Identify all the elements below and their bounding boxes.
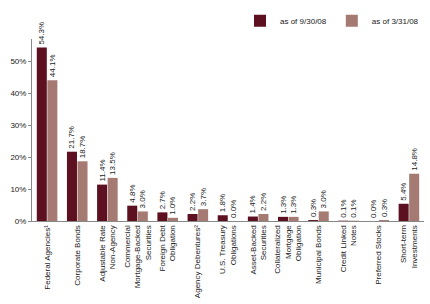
svg-text:Municipal Bonds: Municipal Bonds [314, 225, 323, 284]
svg-text:CollateralizedMortgageObligati: CollateralizedMortgageObligation [274, 225, 304, 274]
svg-text:30%: 30% [10, 121, 26, 130]
svg-text:54.3%: 54.3% [37, 22, 46, 45]
svg-text:Short-termInvestments: Short-termInvestments [399, 225, 418, 268]
svg-text:1.3%: 1.3% [279, 196, 288, 214]
svg-text:4.8%: 4.8% [128, 184, 137, 202]
svg-text:as of 9/30/08: as of 9/30/08 [280, 17, 327, 26]
svg-text:14.8%: 14.8% [410, 148, 419, 171]
svg-text:Agency Debentures²: Agency Debentures² [193, 225, 202, 298]
svg-text:50%: 50% [10, 57, 26, 66]
svg-text:CommercialMortgage-BackedSecur: CommercialMortgage-BackedSecurities [123, 225, 153, 288]
svg-text:20%: 20% [10, 153, 26, 162]
svg-text:1.4%: 1.4% [248, 195, 257, 213]
svg-text:3.0%: 3.0% [138, 190, 147, 208]
svg-text:Federal Agencies¹: Federal Agencies¹ [43, 225, 52, 290]
svg-text:40%: 40% [10, 89, 26, 98]
svg-text:Adjustable RateNon-Agency: Adjustable RateNon-Agency [98, 225, 117, 282]
svg-text:0.1%: 0.1% [339, 199, 348, 217]
svg-text:Preferred Stocks: Preferred Stocks [374, 225, 383, 285]
svg-text:0.3%: 0.3% [309, 199, 318, 217]
svg-text:U.S. TreasuryObligations: U.S. TreasuryObligations [218, 225, 237, 274]
svg-text:11.4%: 11.4% [98, 160, 107, 182]
svg-text:2.2%: 2.2% [259, 193, 268, 211]
svg-text:5.4%: 5.4% [399, 183, 408, 201]
svg-text:1.8%: 1.8% [218, 194, 227, 212]
svg-text:0%: 0% [15, 217, 27, 226]
svg-text:0.0%: 0.0% [369, 200, 378, 218]
svg-text:Foreign DebtObligation: Foreign DebtObligation [158, 224, 177, 271]
svg-text:Credit LinkedNotes: Credit LinkedNotes [339, 225, 358, 272]
svg-text:0.1%: 0.1% [349, 199, 358, 217]
svg-text:10%: 10% [10, 185, 26, 194]
svg-text:as of 3/31/08: as of 3/31/08 [372, 17, 419, 26]
svg-text:3.0%: 3.0% [319, 190, 328, 208]
svg-text:Corporate Bonds: Corporate Bonds [73, 225, 82, 285]
svg-text:1.3%: 1.3% [289, 196, 298, 214]
svg-text:1.0%: 1.0% [168, 197, 177, 215]
svg-text:18.7%: 18.7% [78, 136, 87, 159]
svg-text:44.1%: 44.1% [48, 55, 57, 78]
svg-text:0.0%: 0.0% [229, 200, 238, 218]
svg-text:Asset-BackedSecurities: Asset-BackedSecurities [249, 225, 268, 274]
svg-text:3.7%: 3.7% [199, 188, 208, 206]
svg-text:0.3%: 0.3% [380, 199, 389, 217]
svg-text:13.5%: 13.5% [108, 152, 117, 175]
svg-text:2.2%: 2.2% [188, 193, 197, 211]
svg-text:21.7%: 21.7% [67, 126, 76, 149]
svg-text:2.7%: 2.7% [158, 191, 167, 209]
